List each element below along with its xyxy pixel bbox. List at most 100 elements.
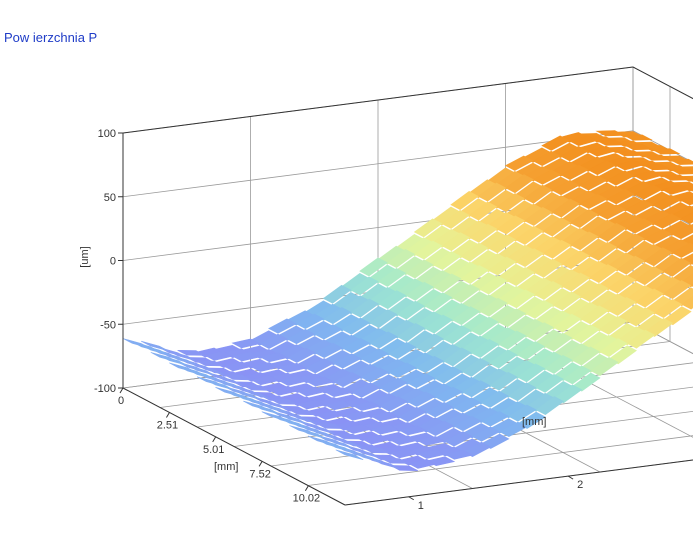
surface-patch [233,393,262,405]
surface-patch [616,233,645,253]
y-axis-line [344,459,693,506]
surface-patch [580,283,609,302]
z-tick-label: -100 [94,383,116,395]
surface-patch [250,375,280,386]
surface-patch [597,204,627,220]
surface-patch [432,273,462,293]
grid-line [122,130,634,198]
surface-patch [433,366,463,384]
surface-patch [316,423,345,429]
surface-patch [351,401,381,411]
y-tick [567,475,574,480]
surface-patch [370,411,400,422]
surface-patch [487,256,517,276]
surface-patch [669,158,693,165]
surface-patch [626,307,655,327]
surface-patch [369,331,399,349]
surface-patch [515,248,544,268]
surface-patch [288,413,317,424]
surface-patch [580,305,609,325]
surface-patch [606,170,635,186]
surface-patch [406,391,436,407]
surface-patch [195,360,224,367]
surface-patch [388,435,419,446]
surface-patch [177,350,206,356]
surface-patch [389,448,419,459]
surface-patch [259,333,288,349]
surface-patch [242,388,271,400]
surface-patch [561,250,590,270]
surface-patch [607,296,637,316]
surface-patch [196,364,225,375]
surface-patch [525,322,555,342]
surface-patch [544,354,573,374]
surface-patch [541,135,571,151]
surface-patch [688,188,693,192]
surface-patch [568,135,598,147]
surface-patch [660,174,691,181]
surface-patch [507,382,537,402]
surface-patch [231,351,261,362]
surface-patch [425,420,455,436]
surface-patch [662,280,692,300]
surface-patch [414,240,443,260]
surface-patch [516,341,546,360]
surface-patch [578,193,608,210]
surface-patch [633,184,663,200]
y-tick [408,496,415,501]
surface [122,130,693,471]
surface-patch [424,314,453,334]
surface-patch [687,179,693,183]
x-tick-label: 10.02 [293,493,321,505]
surface-patch [307,427,336,439]
surface-patch [444,431,473,447]
surface-patch [587,159,617,176]
surface-patch [643,247,673,267]
surface-patch [470,339,500,358]
surface-patch [323,387,354,398]
surface-patch [626,329,656,349]
surface-patch [296,399,326,410]
surface-patch [187,365,216,376]
surface-patch [506,267,535,287]
surface-patch [681,295,693,310]
surface-patch [351,382,381,398]
surface-patch [477,182,507,202]
surface-patch [489,371,518,391]
z-tick-label: 50 [104,192,116,204]
surface-patch [578,175,608,191]
surface-patch [551,179,580,196]
surface-patch [599,338,628,358]
z-axis-label: [um] [79,246,91,267]
surface-patch [690,283,693,287]
surface-patch [641,154,672,161]
surface-patch [168,354,197,366]
surface-patch [390,465,419,471]
surface-patch [341,317,371,335]
top-edge [632,66,693,100]
surface-patch [286,328,316,345]
surface-patch [589,264,618,284]
surface-patch [616,255,646,275]
z-tick-label: 0 [110,256,116,268]
surface-patch [669,168,693,175]
surface-patch [159,355,188,366]
surface-patch [441,209,470,229]
surface-patch [242,384,271,391]
surface-patch [350,276,379,296]
surface-patch [214,375,243,386]
surface-patch [497,308,527,328]
surface-patch [590,357,619,376]
surface-patch [525,299,554,319]
surface-patch [461,380,491,398]
surface-patch [415,333,444,353]
surface-patch [322,284,352,304]
surface-patch [533,258,563,278]
surface-patch [222,361,252,372]
surface-patch [405,281,435,301]
surface-patch [487,234,517,254]
surface-patch [561,272,591,292]
surface-patch [296,386,326,397]
surface-patch [434,386,464,403]
surface-patch [305,358,335,374]
